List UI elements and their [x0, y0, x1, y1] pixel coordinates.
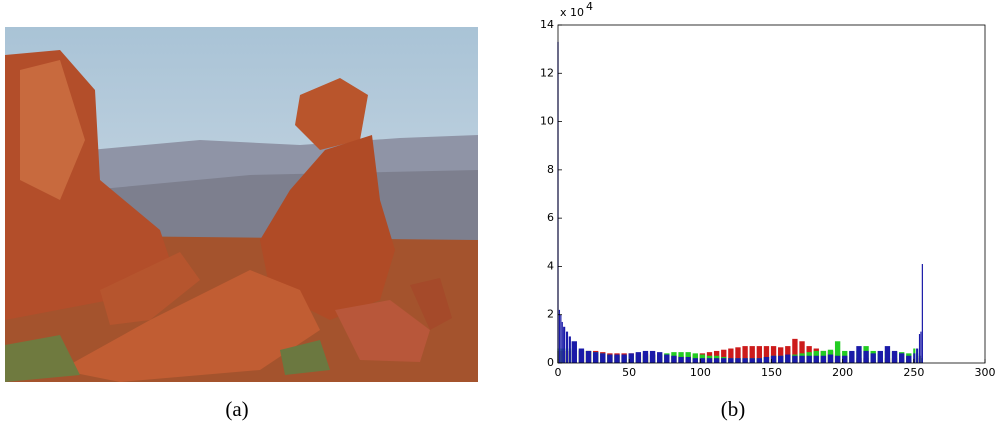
photo — [5, 27, 478, 382]
bar — [863, 351, 868, 363]
caption: (a) — [225, 397, 248, 421]
bar — [650, 351, 655, 363]
bar — [693, 358, 698, 363]
bar — [878, 351, 883, 363]
bar — [814, 356, 819, 363]
bar — [569, 336, 571, 363]
bar — [821, 356, 826, 363]
x-tick-label: 300 — [975, 366, 996, 379]
bar — [671, 356, 676, 363]
bar — [586, 351, 591, 363]
y-tick-label: 6 — [547, 211, 554, 224]
axes-box — [558, 25, 985, 363]
bar — [916, 349, 918, 363]
x-tick-label: 0 — [555, 366, 562, 379]
bar — [906, 356, 911, 363]
bar — [600, 353, 605, 363]
bar — [806, 356, 811, 363]
bar — [559, 310, 560, 363]
bar — [643, 351, 648, 363]
bar — [593, 352, 598, 363]
bar — [714, 358, 719, 363]
bar — [664, 355, 669, 363]
bar — [572, 341, 577, 363]
bar — [899, 353, 904, 363]
caption: (b) — [721, 397, 746, 421]
bar — [721, 358, 726, 363]
bar — [566, 332, 568, 363]
bar — [849, 351, 854, 363]
bar — [657, 352, 662, 363]
bar — [607, 355, 612, 363]
x-tick-label: 150 — [761, 366, 782, 379]
bar — [686, 357, 691, 363]
bar — [728, 358, 733, 363]
bar — [856, 346, 861, 363]
bar — [785, 355, 790, 363]
bar — [871, 353, 876, 363]
bar — [636, 352, 641, 363]
y-tick-label: 0 — [547, 356, 554, 369]
bar — [560, 315, 561, 363]
x-tick-label: 250 — [903, 366, 924, 379]
bar — [920, 332, 921, 363]
bar — [892, 351, 897, 363]
bar — [828, 355, 833, 363]
bar — [764, 357, 769, 363]
bar — [922, 264, 923, 363]
bar — [792, 356, 797, 363]
bar — [778, 356, 783, 363]
bar — [735, 358, 740, 363]
bar — [563, 327, 565, 363]
bar — [757, 358, 762, 363]
y-tick-label: 14 — [540, 18, 554, 31]
bar — [885, 346, 890, 363]
bar — [562, 322, 563, 363]
bar — [742, 358, 747, 363]
bar — [919, 334, 920, 363]
y-tick-label: 2 — [547, 308, 554, 321]
y-tick-label: 4 — [547, 259, 554, 272]
bar — [799, 356, 804, 363]
bar — [678, 357, 683, 363]
x-tick-label: 200 — [832, 366, 853, 379]
y-tick-label: 8 — [547, 163, 554, 176]
y-multiplier: x 10 — [560, 6, 584, 19]
x-tick-label: 50 — [622, 366, 636, 379]
bar — [621, 355, 626, 363]
x-tick-label: 100 — [690, 366, 711, 379]
bar — [835, 356, 840, 363]
bar — [750, 358, 755, 363]
bar — [614, 355, 619, 363]
bar — [579, 349, 584, 363]
y-multiplier-exponent: 4 — [586, 0, 593, 13]
y-tick-label: 12 — [540, 66, 554, 79]
y-tick-label: 10 — [540, 115, 554, 128]
bar — [707, 358, 712, 363]
figure: (a) (b) 0 50 100 150 200 250 300 0 2 4 6 8 10 12 14 x 1… — [0, 0, 997, 429]
figure-canvas: (a) (b) 0 50 100 150 200 250 300 0 2 4 6 8 10 12 14 x 1… — [0, 0, 997, 429]
